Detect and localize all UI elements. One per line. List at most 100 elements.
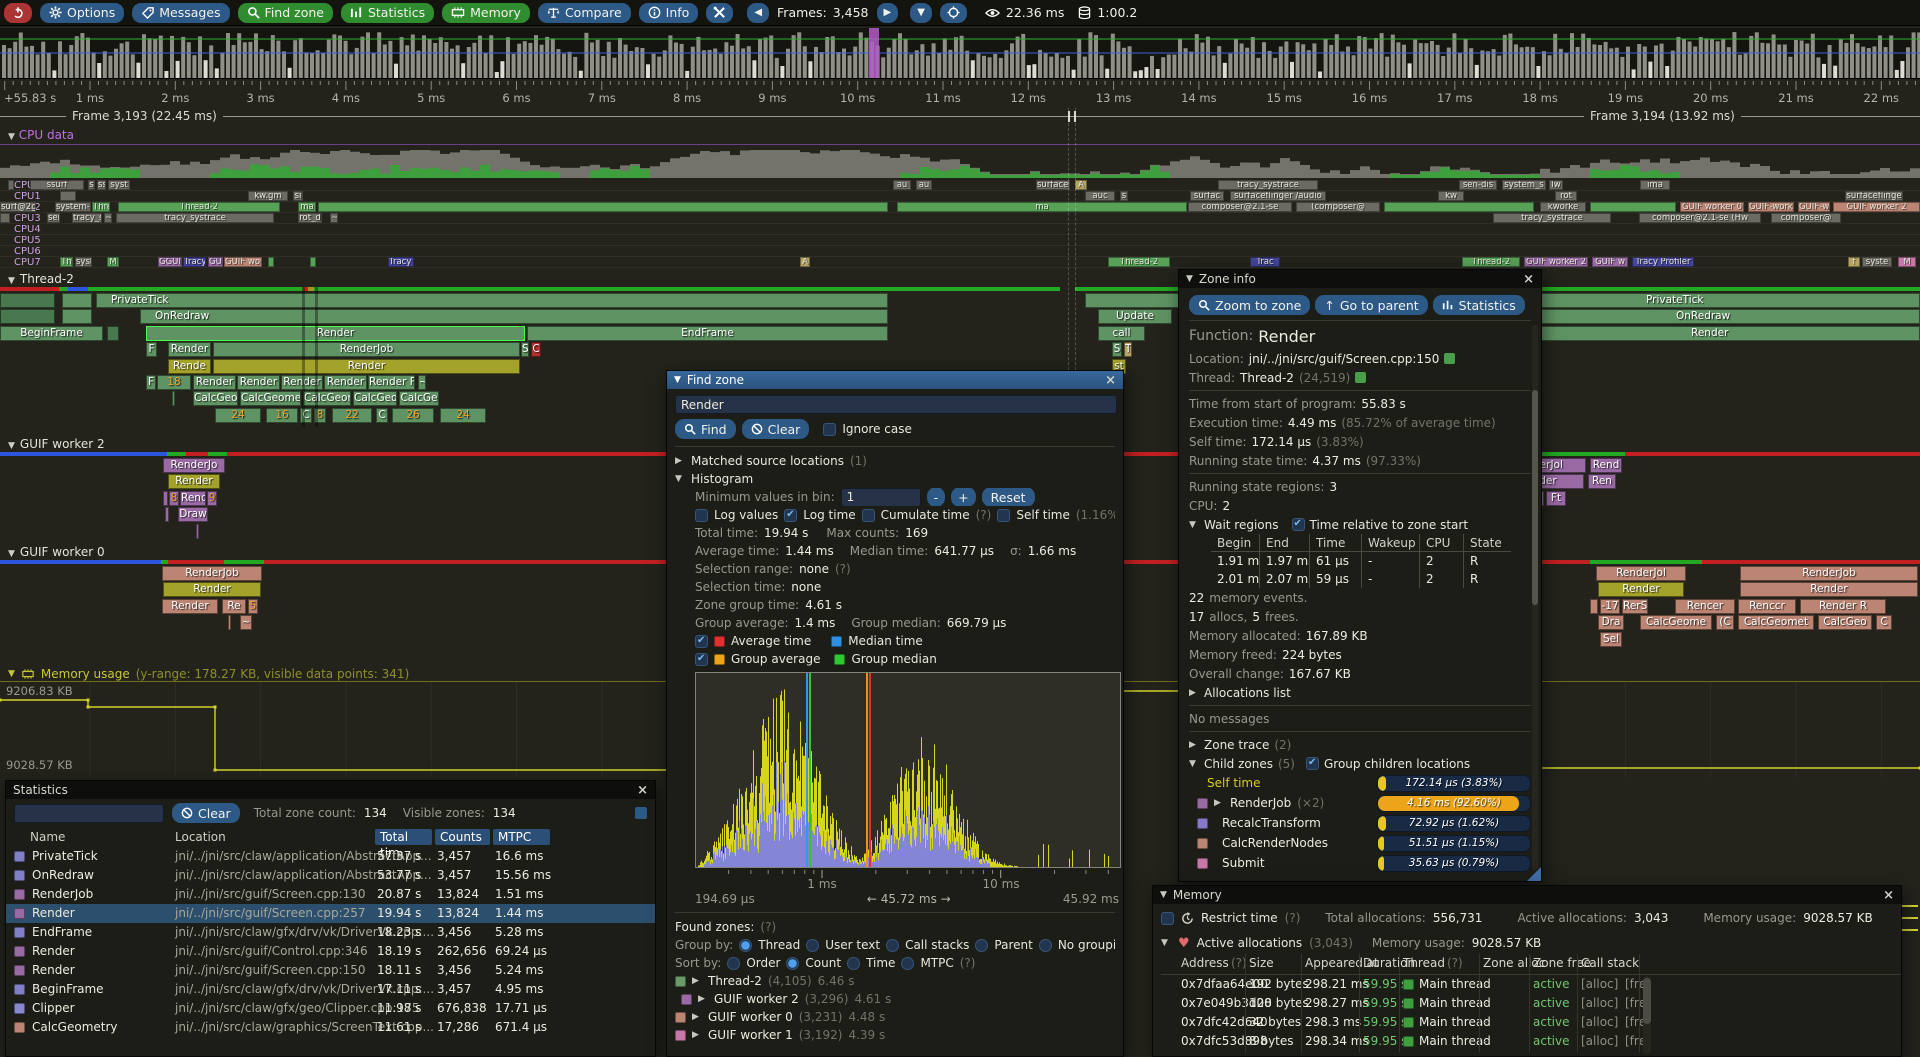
child-zone-row[interactable]: RecalcTransform 72.92 µs (1.62%) — [1189, 813, 1531, 833]
zone[interactable]: C — [531, 342, 541, 357]
scrollbar-thumb[interactable] — [1532, 390, 1538, 605]
filter-zones-input[interactable] — [14, 803, 164, 823]
sortby-radio-time[interactable] — [847, 956, 861, 970]
bin-minus-button[interactable]: - — [926, 488, 946, 506]
cpu-zone[interactable]: lw — [1549, 180, 1563, 190]
zone[interactable]: ~ — [418, 375, 426, 390]
close-icon[interactable]: × — [1105, 372, 1116, 388]
cpu-zone[interactable]: M — [1898, 257, 1916, 267]
zone[interactable]: RenderJob — [213, 342, 520, 357]
groupby-radio-thread[interactable] — [739, 938, 753, 952]
close-icon[interactable]: × — [637, 782, 648, 798]
cpu-zone[interactable]: GUIF wor — [224, 257, 262, 267]
zone[interactable]: ~ — [240, 615, 252, 630]
zone[interactable]: Render — [168, 342, 211, 357]
sortby-radio-order[interactable] — [727, 956, 741, 970]
zone[interactable]: Rend — [1590, 458, 1622, 473]
show-group-avg-checkbox[interactable] — [695, 652, 708, 666]
cpu-zone[interactable]: au — [916, 180, 932, 190]
close-icon[interactable]: × — [1883, 887, 1894, 903]
cpu-zone[interactable]: Th — [60, 257, 73, 267]
zone-group-row[interactable]: ▶ GUIF worker 1 (3,192) 4.39 s — [675, 1026, 1115, 1044]
thread-header-guif-worker-2[interactable]: ▼ GUIF worker 2 — [8, 437, 105, 451]
statistics-row[interactable]: PrivateTick jni/../jni/src/claw/applicati… — [6, 847, 655, 866]
clear-filter-button[interactable]: Clear — [172, 803, 240, 823]
sortby-radio-mtpc[interactable] — [901, 956, 915, 970]
zone[interactable] — [62, 309, 92, 324]
zone[interactable]: F — [146, 342, 157, 357]
cpu-zone[interactable] — [1590, 202, 1676, 212]
zone[interactable]: Rencer — [1675, 599, 1735, 614]
find-zone-titlebar[interactable]: ▼ Find zone × — [667, 371, 1123, 389]
zone[interactable]: Re — [222, 599, 246, 614]
zone[interactable]: RenderJob — [1740, 566, 1918, 581]
cpu-zone[interactable] — [318, 202, 888, 212]
zone[interactable]: Render — [1740, 582, 1918, 597]
cpu-zone[interactable]: ima — [1640, 180, 1670, 190]
stats-col-location[interactable]: Location — [175, 830, 226, 844]
mem-col-zone-free[interactable]: Zone free — [1533, 956, 1592, 970]
cpu-data-section-label[interactable]: ▼ CPU data — [8, 128, 74, 142]
cpu-zone[interactable]: Trac — [1250, 257, 1280, 267]
cpu-zone[interactable]: syste — [1862, 257, 1892, 267]
cpu-zone[interactable]: f — [1848, 257, 1860, 267]
cpu-zone[interactable]: ~ — [330, 213, 338, 223]
info-button[interactable]: Info — [638, 2, 699, 23]
time-relative-checkbox[interactable] — [1291, 518, 1305, 531]
memory-titlebar[interactable]: ▼ Memory × — [1153, 886, 1901, 904]
cpu-zone[interactable]: sysk — [75, 257, 92, 267]
zone-group-row[interactable]: ▶ Thread-2 (4,105) 6.46 s — [675, 972, 1115, 990]
zone[interactable]: 16 — [266, 408, 298, 423]
cpu-zone[interactable]: tracy_syst — [72, 213, 102, 223]
self-time-checkbox[interactable] — [997, 508, 1011, 522]
cpu-zone[interactable]: s — [88, 180, 95, 190]
sortby-radio-count[interactable] — [786, 956, 800, 970]
zone[interactable]: RenderJob — [162, 566, 262, 581]
clear-button[interactable]: Clear — [741, 419, 810, 439]
next-frame-button[interactable]: ▶ — [876, 2, 899, 23]
show-average-checkbox[interactable] — [695, 634, 708, 648]
cpu-zone[interactable]: ~ — [104, 213, 112, 223]
zone[interactable]: 5 — [248, 599, 258, 614]
cpu-zone[interactable]: ss — [97, 180, 106, 190]
zone[interactable]: 9 — [207, 491, 217, 506]
zone[interactable]: Rend — [180, 491, 206, 506]
zone[interactable]: 24 — [440, 408, 486, 423]
zone[interactable]: CalcGeome — [1640, 615, 1712, 630]
cpu-zone[interactable] — [8, 180, 14, 190]
zone[interactable]: Draw — [178, 507, 208, 522]
stats-col-mtpc[interactable]: MTPC — [493, 829, 550, 845]
cpu-zone[interactable]: syst — [108, 180, 130, 190]
cpu-zone[interactable]: composer@2.1-se (Hw — [1639, 213, 1761, 223]
zone[interactable]: RerS — [1622, 599, 1648, 614]
zone[interactable]: PrivateTick — [96, 293, 888, 308]
zone[interactable]: Rende — [168, 359, 211, 374]
tools-button[interactable] — [706, 2, 734, 23]
alloc-link[interactable]: [alloc] — [1581, 1015, 1619, 1029]
cpu-zone[interactable]: Thread-2 — [118, 202, 280, 212]
cpu-zone[interactable]: Thre — [92, 202, 110, 212]
frame-label[interactable]: Frame 3,194 (13.92 ms) — [1584, 109, 1741, 123]
zone[interactable]: C — [300, 408, 312, 423]
find-zone-histogram[interactable] — [695, 672, 1121, 868]
cpu-zone[interactable]: tracy_systrace — [1218, 180, 1318, 190]
cpu-zone[interactable]: surfacef — [1036, 180, 1070, 190]
zone[interactable] — [107, 326, 119, 341]
find-zone-search-input[interactable] — [675, 395, 1117, 414]
zone[interactable]: Render — [163, 582, 261, 597]
groupby-radio-user-text[interactable] — [806, 938, 820, 952]
stats-col-counts[interactable]: Counts — [435, 829, 490, 845]
zone[interactable]: Render — [237, 375, 280, 390]
zone-statistics-button[interactable]: Statistics — [1432, 295, 1525, 315]
memory-usage-section-label[interactable]: ▼ Memory usage (y-range: 178.27 KB, visib… — [8, 667, 410, 681]
cpu-zone[interactable]: rot — [1555, 191, 1577, 201]
mem-col-size[interactable]: Size — [1249, 956, 1274, 970]
zone[interactable]: CalcGe — [399, 391, 439, 406]
thread-header-guif-worker-0[interactable]: ▼ GUIF worker 0 — [8, 545, 105, 559]
cpu-zone[interactable]: ma — [897, 202, 1187, 212]
frame-menu-button[interactable]: ▼ — [910, 2, 932, 23]
find-button[interactable]: Find — [675, 419, 736, 439]
cpu-zone[interactable]: A — [800, 257, 810, 267]
allocation-row[interactable]: 0x7dfc53d898 8 bytes 298.34 ms 59.95 s Main … — [1161, 1032, 1647, 1051]
zone[interactable]: S — [1112, 342, 1122, 357]
